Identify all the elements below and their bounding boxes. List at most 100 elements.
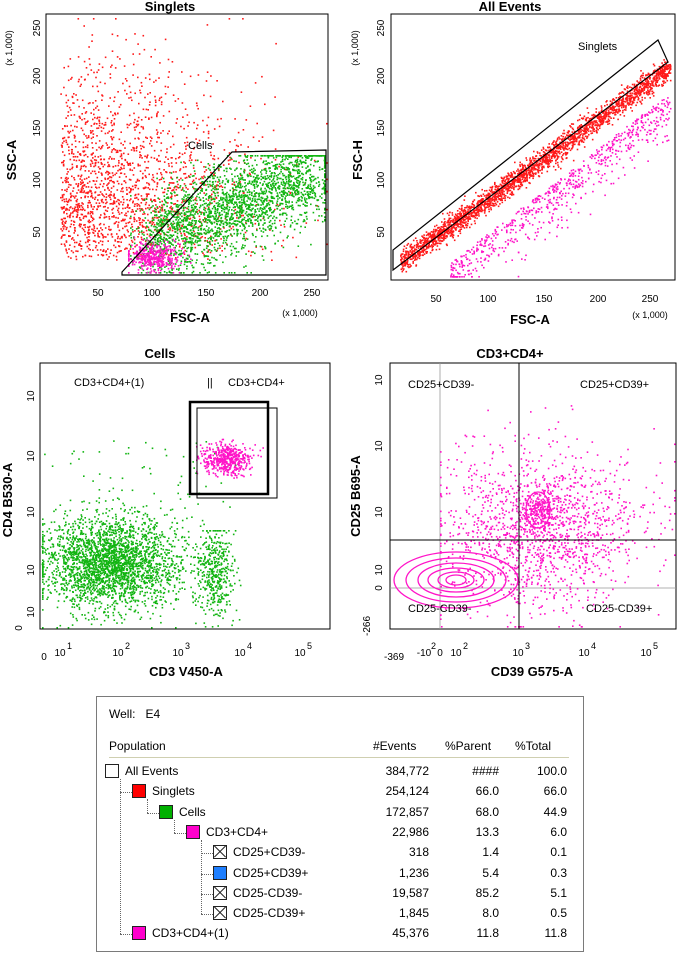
event-point	[83, 150, 86, 152]
event-point	[137, 252, 139, 255]
event-point	[114, 112, 116, 115]
event-point	[113, 123, 115, 126]
event-point	[216, 231, 218, 234]
event-point	[220, 196, 222, 199]
event-point	[156, 263, 159, 265]
event-point	[80, 197, 82, 199]
event-point	[297, 176, 300, 178]
event-point	[275, 204, 277, 207]
event-point	[154, 238, 157, 241]
event-point	[80, 127, 83, 130]
event-point	[309, 191, 312, 193]
event-point	[238, 161, 240, 164]
event-point	[144, 217, 147, 219]
event-point	[276, 178, 278, 181]
event-point	[412, 239, 415, 242]
event-point	[85, 111, 88, 113]
event-point	[184, 162, 186, 164]
event-point	[184, 172, 187, 175]
event-point	[200, 187, 202, 189]
event-point	[269, 200, 272, 203]
event-point	[114, 165, 117, 167]
event-point	[61, 142, 64, 144]
event-point	[118, 245, 121, 248]
event-point	[300, 191, 303, 194]
event-point	[63, 136, 66, 139]
event-point	[235, 160, 237, 163]
event-point	[177, 212, 179, 215]
event-point	[637, 96, 639, 99]
event-point	[141, 219, 144, 221]
y-tick: 200	[32, 67, 43, 84]
event-point	[154, 226, 157, 228]
event-point	[160, 265, 162, 267]
event-point	[270, 184, 272, 186]
event-point	[248, 218, 251, 220]
event-point	[195, 206, 197, 208]
event-point	[87, 212, 89, 215]
event-point	[188, 237, 191, 239]
event-point	[193, 224, 196, 227]
event-point	[108, 228, 110, 231]
event-point	[140, 202, 143, 204]
event-point	[122, 190, 124, 193]
event-point	[214, 226, 217, 228]
event-point	[138, 233, 140, 235]
event-point	[71, 95, 74, 98]
event-point	[257, 184, 259, 187]
event-point	[175, 219, 177, 221]
event-point	[204, 207, 207, 210]
event-point	[207, 132, 210, 135]
event-point	[283, 167, 285, 169]
event-point	[156, 259, 158, 261]
cells-gate[interactable]	[121, 149, 327, 276]
event-point	[242, 190, 245, 193]
event-point	[172, 220, 175, 223]
event-point	[312, 188, 314, 191]
event-point	[64, 221, 66, 224]
event-point	[196, 159, 199, 162]
event-point	[163, 263, 165, 266]
event-point	[102, 250, 105, 252]
event-point	[252, 176, 255, 178]
event-point	[168, 242, 170, 244]
event-point	[254, 195, 257, 198]
event-point	[167, 256, 170, 258]
event-point	[243, 266, 245, 268]
event-point	[97, 156, 100, 158]
event-point	[78, 141, 81, 143]
event-point	[125, 214, 128, 217]
event-point	[194, 159, 197, 162]
event-point	[222, 192, 225, 195]
event-point	[250, 272, 252, 274]
event-point	[476, 209, 478, 212]
event-point	[301, 157, 304, 159]
event-point	[162, 130, 164, 132]
event-point	[244, 244, 246, 247]
event-point	[184, 241, 187, 244]
event-point	[162, 231, 165, 234]
event-point	[137, 272, 140, 274]
event-point	[273, 197, 276, 200]
event-point	[254, 215, 256, 218]
event-point	[218, 212, 221, 215]
event-point	[147, 263, 149, 266]
event-point	[160, 240, 162, 243]
event-point	[214, 258, 217, 261]
event-point	[64, 234, 66, 236]
event-point	[148, 73, 151, 76]
event-point	[78, 244, 80, 246]
event-point	[214, 180, 217, 183]
event-point	[82, 229, 85, 231]
event-point	[234, 118, 236, 120]
event-point	[585, 117, 588, 119]
event-point	[275, 155, 277, 157]
event-point	[265, 198, 268, 200]
event-point	[65, 207, 67, 210]
event-point	[250, 251, 253, 253]
event-point	[307, 165, 309, 167]
event-point	[97, 194, 99, 196]
event-point	[146, 195, 148, 198]
event-point	[107, 187, 109, 190]
event-point	[160, 172, 162, 174]
